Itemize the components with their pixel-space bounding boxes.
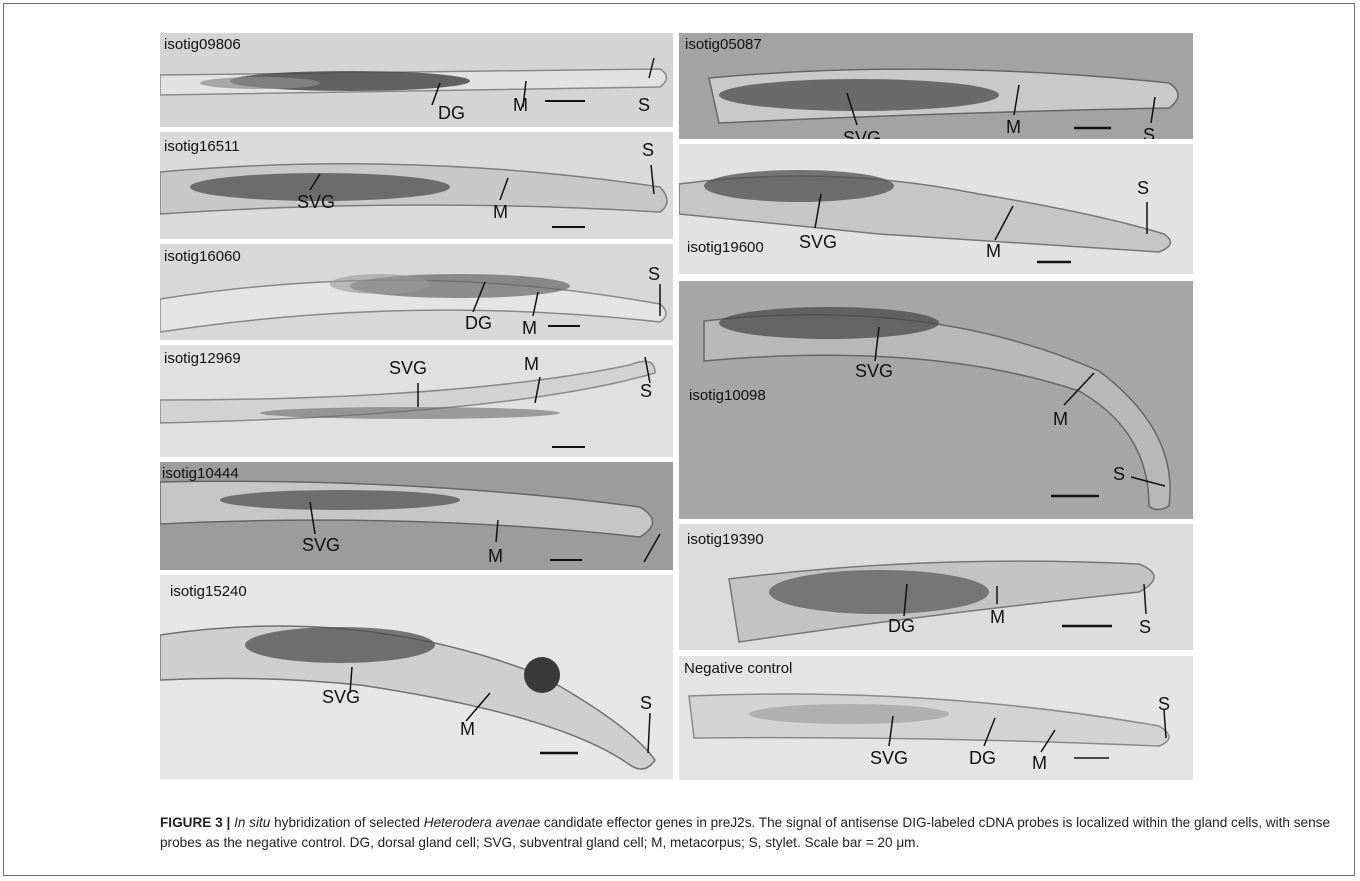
panel-isotig10098: isotig10098 SVG M S — [679, 281, 1193, 519]
panel-title: isotig19390 — [687, 531, 764, 548]
micrograph-isotig19390 — [679, 524, 1193, 650]
label-s: S — [640, 693, 653, 713]
panel-negative-control: Negative control S SVG DG M — [679, 656, 1193, 780]
panel-isotig10444: isotig10444 SVG M S — [160, 462, 673, 570]
label-m: M — [522, 318, 537, 338]
caption-italic-in-situ: In situ — [234, 815, 271, 830]
label-m: M — [986, 241, 1001, 261]
panel-title: isotig12969 — [164, 350, 241, 367]
label-svg: SVG — [799, 232, 838, 252]
panel-title: isotig15240 — [170, 583, 247, 600]
label-s: S — [648, 264, 661, 284]
panel-title: isotig16060 — [164, 248, 241, 265]
micrograph-isotig15240 — [160, 575, 673, 779]
label-svg: SVG — [389, 358, 428, 378]
label-m: M — [1006, 117, 1021, 137]
micrograph-isotig10444 — [160, 462, 673, 570]
figure-frame — [3, 3, 1355, 876]
panel-isotig09806: isotig09806 DG M S — [160, 33, 673, 127]
micrograph-isotig09806 — [160, 33, 673, 127]
panel-isotig16511: isotig16511 S SVG M — [160, 132, 673, 239]
micrograph-isotig19600 — [679, 144, 1193, 274]
label-dg: DG — [438, 103, 465, 123]
label-s: S — [642, 140, 655, 160]
panel-isotig12969: isotig12969 SVG M S — [160, 345, 673, 457]
panel-title: isotig05087 — [685, 36, 762, 53]
panel-isotig19390: isotig19390 DG M S — [679, 524, 1193, 650]
micrograph-isotig10098 — [679, 281, 1193, 519]
label-m: M — [1032, 753, 1047, 773]
panel-title: Negative control — [684, 660, 793, 677]
micrograph-isotig12969 — [160, 345, 673, 457]
panel-title: isotig10098 — [689, 387, 766, 404]
label-s-top: S — [1137, 178, 1150, 198]
label-dg: DG — [465, 313, 492, 333]
panel-isotig05087: isotig05087 SVG M S — [679, 33, 1193, 139]
micrograph-isotig16060 — [160, 244, 673, 340]
panel-title: isotig16511 — [164, 138, 240, 155]
label-dg: DG — [969, 748, 996, 768]
label-s: S — [640, 381, 653, 401]
label-svg: SVG — [855, 361, 894, 381]
micrograph-isotig05087 — [679, 33, 1193, 139]
panel-title: isotig19600 — [687, 239, 764, 256]
figure-label: FIGURE 3 | — [160, 815, 231, 830]
label-s: S — [1158, 694, 1171, 714]
label-m: M — [493, 202, 508, 222]
caption-italic-species: Heterodera avenae — [423, 815, 541, 830]
label-m: M — [488, 546, 503, 566]
label-m: M — [513, 95, 528, 115]
label-m: M — [460, 719, 475, 739]
panel-isotig16060: isotig16060 S DG M — [160, 244, 673, 340]
label-m: M — [524, 354, 539, 374]
caption-text-2: candidate effector genes in preJ2s. The … — [160, 815, 1331, 850]
label-s: S — [638, 95, 651, 115]
label-svg: SVG — [870, 748, 909, 768]
micrograph-isotig16511 — [160, 132, 673, 239]
micrograph-negative-control — [679, 656, 1193, 780]
label-s: S — [1143, 125, 1156, 139]
panel-isotig15240: isotig15240 SVG M S — [160, 575, 673, 779]
label-s: S — [628, 568, 640, 570]
label-svg: SVG — [297, 192, 336, 212]
label-svg: SVG — [843, 128, 882, 139]
label-dg: DG — [888, 616, 915, 636]
label-s: S — [1113, 464, 1126, 484]
panel-isotig19600: S isotig19600 SVG M — [679, 144, 1193, 274]
label-m: M — [990, 607, 1005, 627]
panel-title: isotig09806 — [164, 36, 241, 53]
label-m: M — [1053, 409, 1068, 429]
label-s: S — [1139, 617, 1152, 637]
label-svg: SVG — [302, 535, 341, 555]
caption-text-1: hybridization of selected — [270, 815, 424, 830]
label-svg: SVG — [322, 687, 361, 707]
panel-title: isotig10444 — [162, 465, 239, 482]
figure-caption: FIGURE 3 | In situ hybridization of sele… — [160, 813, 1350, 853]
